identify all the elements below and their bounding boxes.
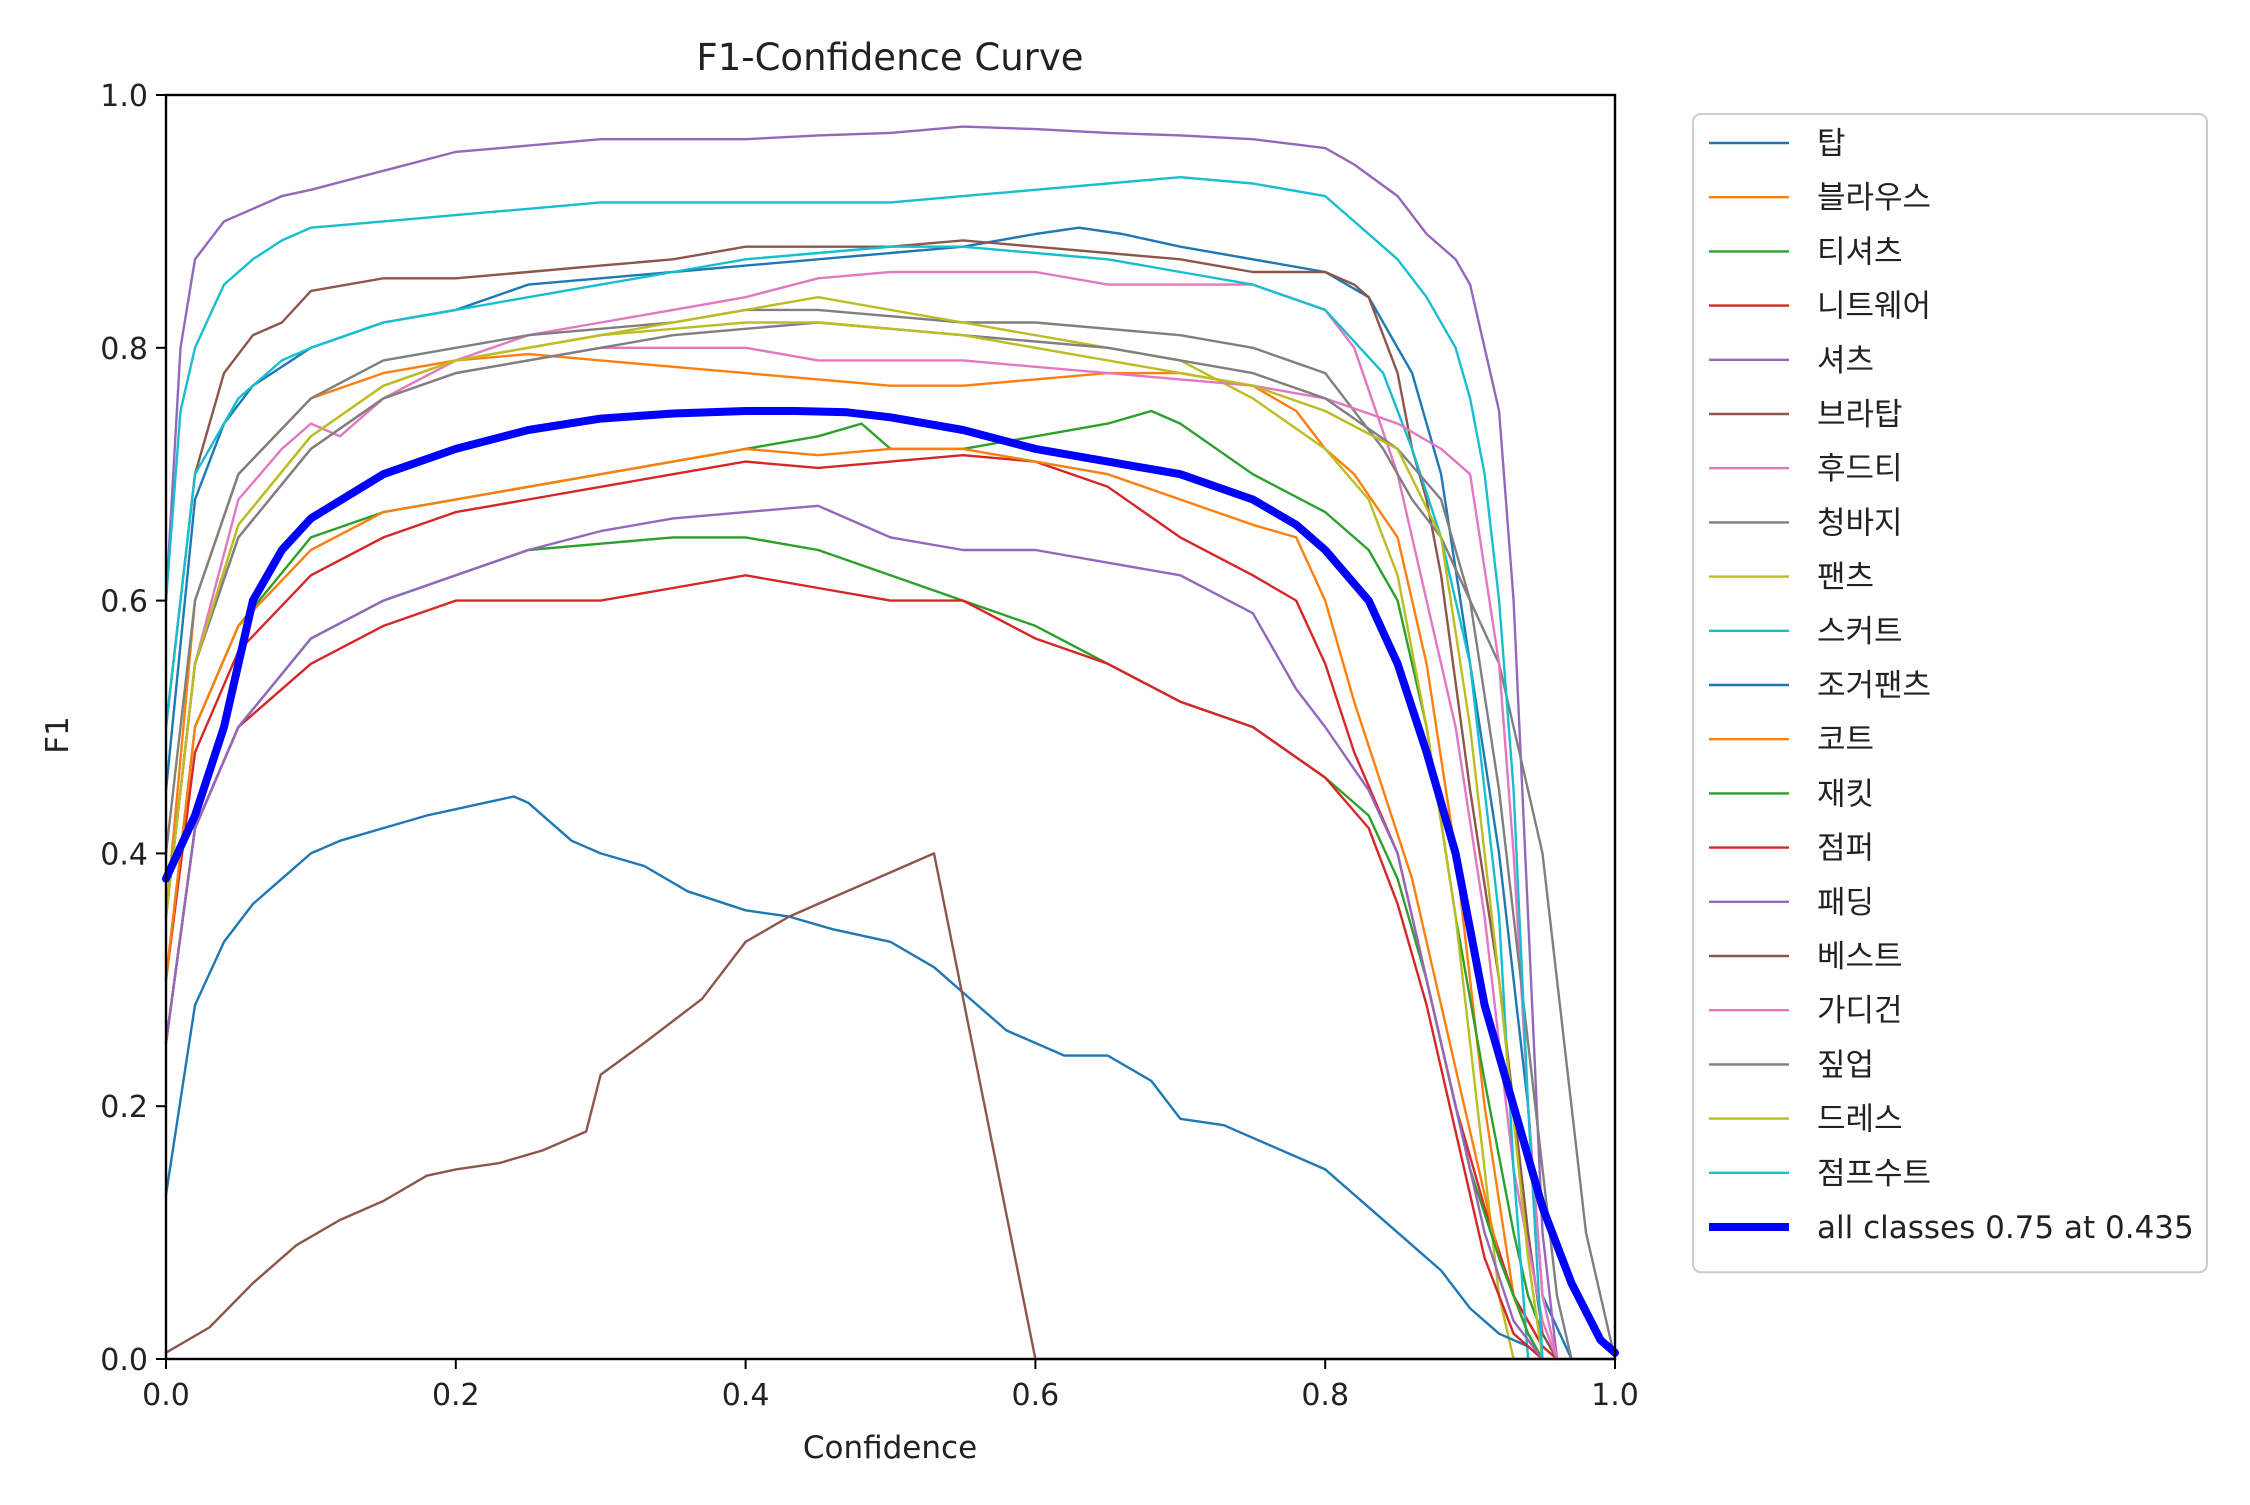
y-tick-label: 0.6 [100,585,148,620]
series-line-11 [164,447,1544,1361]
legend-label: 셔츠 [1817,343,1874,379]
legend-label: 짚업 [1817,1047,1874,1083]
legend-label: 브라탑 [1817,397,1903,433]
legend-label: 조거팬츠 [1817,668,1931,704]
series-line-7 [164,308,1617,1361]
series-line-0 [164,226,1573,1361]
y-ticks: 0.0 0.2 0.4 0.6 0.8 1.0 [100,79,166,1378]
series-line-15 [164,852,1617,1361]
series-line-14 [164,504,1544,1361]
x-tick-label: 0.4 [722,1378,770,1413]
y-tick-label: 0.8 [100,332,148,367]
x-axis-label: Confidence [803,1430,977,1466]
legend-label: 코트 [1817,722,1874,758]
x-ticks: 0.0 0.2 0.4 0.6 0.8 1.0 [142,1359,1639,1413]
legend-label: 후드티 [1817,451,1903,487]
series-line-10 [164,795,1544,1361]
legend-label: 니트웨어 [1817,289,1931,325]
legend-label: 청바지 [1817,505,1903,541]
legend-label: all classes 0.75 at 0.435 [1817,1210,2194,1246]
legend-label: 점퍼 [1817,831,1874,867]
series-line-8 [164,296,1515,1361]
series-line-16 [164,346,1559,1361]
x-tick-label: 1.0 [1591,1378,1639,1413]
y-axis-label: F1 [40,716,76,754]
series-line-19 [164,175,1544,1361]
x-tick-label: 0.8 [1301,1378,1349,1413]
legend-label: 티셔츠 [1817,234,1903,270]
x-tick-label: 0.0 [142,1378,190,1413]
legend-label: 재킷 [1817,776,1874,812]
y-tick-label: 0.4 [100,837,148,872]
series-line-5 [164,239,1559,1361]
legend-label: 블라우스 [1817,180,1931,216]
y-tick-label: 0.0 [100,1343,148,1378]
legend-label: 점프수트 [1817,1156,1931,1192]
legend-label: 베스트 [1817,939,1903,975]
series-line-3 [164,454,1559,1361]
series-line-1 [164,352,1559,1361]
series-line-4 [164,125,1559,1361]
y-tick-label: 0.2 [100,1090,148,1125]
x-tick-label: 0.6 [1012,1378,1060,1413]
series-line-13 [164,574,1544,1361]
series-line-6 [164,270,1559,1361]
legend-label: 드레스 [1817,1102,1903,1138]
x-tick-label: 0.2 [432,1378,480,1413]
y-tick-label: 1.0 [100,79,148,114]
series-line-9 [164,245,1530,1361]
plot-frame [164,93,1617,1361]
legend-label: 패딩 [1817,885,1874,921]
legend-label: 팬츠 [1817,560,1874,596]
legend-label: 스커트 [1817,614,1903,650]
legend-label: 가디건 [1817,993,1903,1029]
series-layer [162,125,1619,1361]
chart-title: F1-Confidence Curve [696,36,1083,79]
series-line-all-classes [162,407,1619,1357]
series-line-18 [164,321,1544,1361]
legend-label: 탑 [1817,126,1846,162]
series-line-12 [164,536,1544,1361]
legend: 탑블라우스티셔츠니트웨어셔츠브라탑후드티청바지팬츠스커트조거팬츠코트재킷점퍼패딩… [1692,113,2208,1274]
legend-frame [1692,113,2208,1274]
